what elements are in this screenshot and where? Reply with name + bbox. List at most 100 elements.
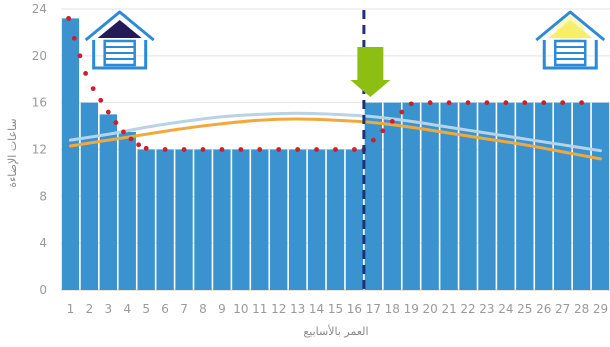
bar-week-10 — [232, 149, 250, 290]
red-dot — [136, 142, 142, 148]
bar-week-2 — [80, 102, 99, 291]
red-dot — [484, 100, 490, 106]
x-tick-label: 19 — [404, 302, 419, 316]
light-house-icon — [535, 10, 606, 70]
red-dot — [105, 109, 111, 115]
red-dot — [579, 100, 585, 106]
red-dot — [257, 147, 263, 152]
y-tick-label: 24 — [32, 2, 47, 16]
x-tick-label: 9 — [218, 302, 226, 316]
bar-week-23 — [478, 102, 496, 291]
x-tick-label: 16 — [347, 302, 362, 316]
bar-week-13 — [288, 149, 307, 290]
y-tick-label: 0 — [39, 283, 47, 297]
x-tick-label: 27 — [555, 302, 570, 316]
x-tick-label: 10 — [233, 302, 248, 316]
bar-week-21 — [440, 102, 458, 291]
red-dot — [560, 100, 566, 106]
red-dot — [71, 35, 77, 41]
walls — [92, 40, 148, 70]
y-tick-label: 20 — [32, 49, 47, 63]
bar-week-11 — [251, 149, 269, 290]
y-tick-label: 4 — [39, 236, 47, 250]
x-tick-label: 20 — [423, 302, 438, 316]
roof-fill — [97, 20, 142, 38]
x-tick-label: 25 — [517, 302, 532, 316]
bar-week-22 — [459, 102, 477, 291]
red-dot — [295, 147, 301, 152]
bar-week-24 — [497, 102, 515, 291]
red-dot — [276, 147, 282, 152]
bar-week-25 — [516, 102, 534, 291]
roof-outline — [84, 10, 155, 42]
red-dot — [66, 15, 71, 21]
bar-week-9 — [213, 149, 231, 290]
bar-week-1 — [61, 18, 80, 290]
x-tick-label: 7 — [180, 302, 188, 316]
x-tick-label: 13 — [290, 302, 305, 316]
x-tick-label: 28 — [574, 302, 589, 316]
y-tick-label: 16 — [32, 96, 47, 110]
x-tick-label: 14 — [309, 302, 324, 316]
red-dot — [541, 100, 547, 106]
orange-curve — [68, 117, 603, 161]
x-tick-label: 26 — [536, 302, 551, 316]
dotted-series — [66, 15, 585, 152]
red-dot — [408, 101, 414, 107]
x-tick-label: 29 — [593, 302, 608, 316]
bar-week-8 — [194, 149, 212, 290]
annotations — [84, 10, 606, 290]
red-dot — [143, 145, 149, 151]
x-tick-label: 15 — [328, 302, 343, 316]
x-tick-label: 11 — [252, 302, 267, 316]
y-tick-label: 8 — [39, 189, 47, 203]
bar-week-7 — [175, 149, 193, 290]
curves — [68, 111, 603, 161]
x-tick-label: 1 — [67, 302, 75, 316]
x-tick-labels: 1 2 3 4 5 6 7 8 9 10 11 12 13 14 15 16 17 18 19 20 21 22 23 24 2… — [67, 302, 609, 316]
roof-fill — [548, 20, 593, 38]
bar-week-5 — [137, 149, 155, 290]
x-tick-label: 24 — [498, 302, 513, 316]
red-dot — [389, 119, 395, 124]
red-dot — [333, 147, 338, 152]
red-dot — [219, 147, 225, 152]
bar-week-16 — [345, 149, 364, 290]
red-dot — [465, 100, 471, 106]
x-tick-label: 12 — [271, 302, 286, 316]
x-tick-label: 5 — [142, 302, 150, 316]
red-dot — [427, 100, 433, 106]
red-dot — [83, 70, 89, 76]
bar-week-3 — [99, 114, 117, 290]
x-tick-label: 6 — [161, 302, 169, 316]
red-dot — [200, 147, 206, 152]
y-axis-title: ساعات الإضاءة — [6, 118, 19, 187]
bar-week-26 — [535, 102, 553, 291]
red-dot — [90, 86, 96, 92]
bar-week-18 — [383, 102, 401, 291]
red-dot — [77, 53, 83, 59]
red-dot — [181, 147, 187, 152]
red-dot — [446, 100, 452, 106]
red-dot — [522, 100, 528, 106]
red-dot — [314, 147, 319, 152]
x-tick-label: 2 — [86, 302, 94, 316]
bar-week-12 — [270, 149, 288, 290]
bar-week-17 — [364, 102, 383, 291]
red-dot — [238, 147, 244, 152]
x-tick-label: 8 — [199, 302, 207, 316]
bar-week-29 — [591, 102, 610, 291]
red-dot — [98, 97, 104, 103]
red-dot — [113, 120, 119, 125]
red-dot — [399, 109, 405, 115]
walls — [542, 40, 598, 70]
light-blue-curve — [68, 111, 603, 153]
red-dot — [503, 100, 509, 106]
x-tick-label: 23 — [479, 302, 494, 316]
bar-week-14 — [307, 149, 326, 290]
red-dot — [380, 128, 386, 134]
bar-week-15 — [326, 149, 345, 290]
red-dot — [370, 137, 376, 143]
red-dot — [121, 129, 126, 135]
down-arrow-icon — [350, 47, 391, 97]
